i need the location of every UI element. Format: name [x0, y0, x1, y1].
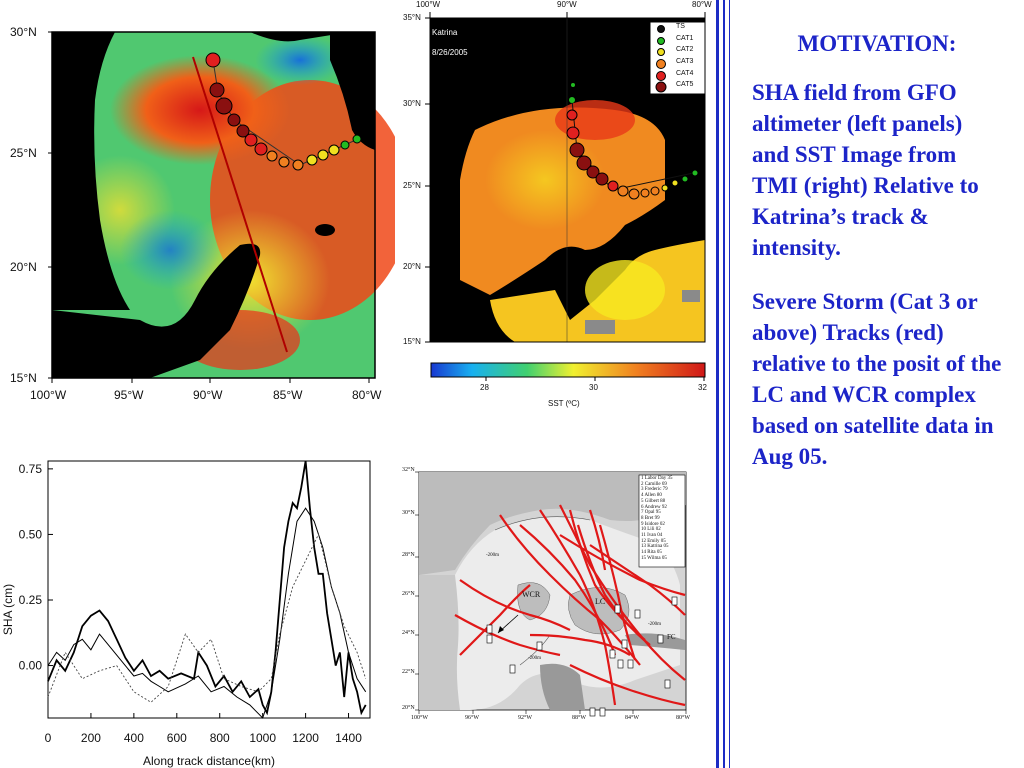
- motivation-title: MOTIVATION:: [797, 31, 957, 56]
- sha-hurricane-track: [205, 52, 362, 171]
- sst-lon-label: 90°W: [557, 0, 577, 9]
- tracks-lon-label: 96°W: [465, 715, 480, 721]
- tracks-legend-item: 12 Emily 05: [641, 538, 666, 544]
- divider-line: [716, 0, 719, 768]
- y-tick-label: 0.50: [19, 527, 43, 541]
- tracks-legend-item: 8 Bret 99: [641, 515, 660, 521]
- x-tick-label: 400: [124, 731, 144, 745]
- sst-legend-label: CAT5: [676, 81, 694, 88]
- sha-series-line: [47, 460, 367, 716]
- x-axis-label: Along track distance(km): [143, 754, 275, 768]
- colorbar-tick: 30: [589, 383, 598, 392]
- y-tick-label: 0.25: [19, 593, 43, 607]
- tracks-legend-item: 2 Camille 69: [641, 481, 667, 487]
- sha-lat-label: 15°N: [10, 371, 37, 385]
- sha-lat-label: 20°N: [10, 260, 37, 274]
- sha-map: [48, 31, 395, 383]
- depth-label: -200m: [648, 622, 662, 627]
- sha-lon-label: 95°W: [114, 388, 144, 402]
- tracks-lat-label: 32°N: [402, 467, 415, 473]
- storm-name: Katrina: [432, 28, 458, 37]
- x-tick-label: 1000: [249, 731, 276, 745]
- fc-label: FC: [667, 633, 676, 641]
- tracks-legend-item: 1 Labor Day 35: [641, 476, 673, 481]
- motivation-paragraph-sha: SHA field from GFO altimeter (left panel…: [752, 80, 979, 260]
- sha-lon-label: 90°W: [193, 388, 223, 402]
- sst-colorbar: [430, 362, 706, 378]
- x-tick-label: 0: [45, 731, 52, 745]
- tracks-legend: 1 Labor Day 35 2 Camille 69 3 Frederic 7…: [641, 476, 685, 562]
- tracks-lon-label: 84°W: [625, 715, 640, 721]
- storm-date: 8/26/2005: [432, 48, 468, 57]
- motivation-panel: MOTIVATION: SHA field from GFO altimeter…: [752, 28, 1002, 495]
- tracks-lat-label: 22°N: [402, 669, 415, 675]
- depth-label: -200m: [486, 553, 500, 558]
- colorbar-tick: 32: [698, 383, 707, 392]
- sst-legend-markers: [655, 25, 667, 93]
- divider-line: [723, 0, 725, 768]
- tracks-lat-label: 30°N: [402, 510, 415, 516]
- sst-lat-label: 25°N: [403, 181, 421, 190]
- sha-lon-label: 80°W: [352, 388, 382, 402]
- tracks-legend-item: 9 Isidore 02: [641, 521, 665, 527]
- tracks-lat-label: 28°N: [402, 552, 415, 558]
- tracks-legend-item: 7 Opal 95: [641, 510, 661, 516]
- sha-lon-label: 85°W: [273, 388, 303, 402]
- sst-legend-label: CAT4: [676, 70, 694, 77]
- sst-lon-label: 80°W: [692, 0, 712, 9]
- chart-plot-area: [47, 460, 371, 719]
- sha-series-line: [47, 533, 367, 703]
- divider-line: [729, 0, 730, 768]
- tracks-legend-item: 15 Wilma 05: [641, 555, 667, 561]
- storm-tracks-map: [415, 471, 687, 717]
- colorbar-tick: 28: [480, 383, 489, 392]
- tracks-legend-item: 4 Allen 80: [641, 493, 662, 499]
- tracks-lat-label: 24°N: [402, 630, 415, 636]
- y-tick-label: 0.00: [19, 659, 43, 673]
- sst-lat-label: 15°N: [403, 337, 421, 346]
- y-axis-label: SHA (cm): [1, 584, 15, 635]
- sha-lon-label: 100°W: [30, 388, 67, 402]
- x-tick-label: 800: [210, 731, 230, 745]
- colorbar-label: SST (ºC): [548, 399, 580, 408]
- tracks-lon-label: 88°W: [572, 715, 587, 721]
- y-tick-label: 0.75: [19, 462, 43, 476]
- x-tick-label: 1400: [335, 731, 362, 745]
- tracks-legend-box: [638, 474, 686, 568]
- tracks-legend-item: 6 Andrew 92: [641, 504, 667, 510]
- sst-legend-label: CAT3: [676, 58, 694, 65]
- sha-line-chart: 0 200 400 600 800 1000 1200 1400 0.75 0.50 0.25 0.0…: [1, 460, 371, 768]
- storm-number-markers: [486, 596, 678, 717]
- tracks-legend-item: 3 Frederic 79: [641, 487, 668, 493]
- depth-label: -200m: [528, 656, 542, 661]
- sst-lat-label: 30°N: [403, 99, 421, 108]
- wcr-label: WCR: [522, 590, 541, 599]
- sst-legend-label: CAT1: [676, 35, 694, 42]
- tracks-lon-label: 80°W: [676, 715, 691, 721]
- tracks-legend-item: 10 Lili 02: [641, 527, 661, 533]
- tracks-lat-label: 20°N: [402, 705, 415, 711]
- tracks-legend-item: 13 Katrina 05: [641, 544, 669, 550]
- lc-label: LC: [595, 597, 606, 606]
- tracks-legend-item: 14 Rita 05: [641, 550, 662, 556]
- storm-tracks: [454, 504, 686, 707]
- tracks-lon-label: 92°W: [518, 715, 533, 721]
- tracks-legend-item: 11 Ivan 04: [641, 533, 663, 539]
- sst-map: [425, 12, 706, 381]
- motivation-paragraph-tracks: Severe Storm (Cat 3 or above) Tracks (re…: [752, 289, 1002, 469]
- sha-lat-label: 30°N: [10, 25, 37, 39]
- x-tick-label: 600: [167, 731, 187, 745]
- x-tick-label: 200: [81, 731, 101, 745]
- tracks-lat-label: 26°N: [402, 591, 415, 597]
- sst-legend-label: CAT2: [676, 46, 694, 53]
- sst-lat-label: 35°N: [403, 13, 421, 22]
- sst-lon-label: 100°W: [416, 0, 441, 9]
- tracks-lon-label: 100°W: [411, 715, 429, 721]
- tracks-legend-item: 5 Gilbert 88: [641, 498, 666, 504]
- sst-legend-label: TS: [676, 23, 685, 30]
- sst-lat-label: 20°N: [403, 262, 421, 271]
- sst-hurricane-track: [566, 83, 699, 200]
- x-tick-label: 1200: [292, 731, 319, 745]
- sha-lat-label: 25°N: [10, 146, 37, 160]
